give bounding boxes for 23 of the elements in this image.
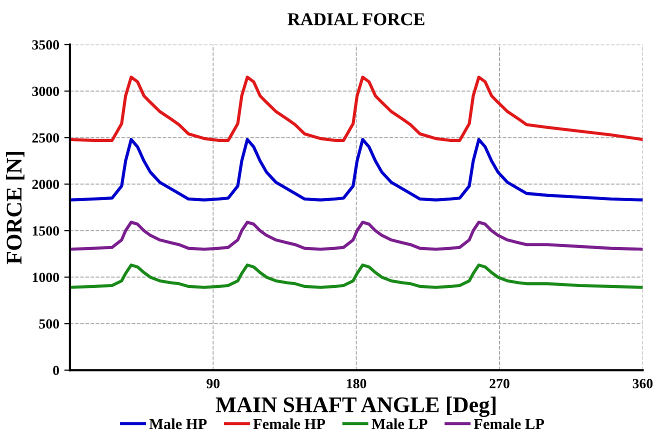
line-series [70, 264, 643, 289]
legend-label: Male HP [149, 418, 207, 430]
y-tick-label: 1500 [32, 226, 59, 236]
line-series [70, 76, 643, 142]
chart-title: RADIAL FORCE [288, 13, 424, 26]
x-tick-label: 270 [490, 378, 510, 388]
y-tick-label: 0 [53, 366, 59, 376]
y-tick-label: 2000 [32, 180, 59, 190]
y-tick-label: 1000 [32, 272, 59, 282]
line-series [70, 220, 643, 251]
legend-label: Male LP [372, 418, 428, 430]
x-tick-label: 180 [347, 378, 366, 388]
legend-label: Female HP [253, 418, 326, 430]
x-axis-title: MAIN SHAFT ANGLE [Deg] [216, 396, 496, 417]
y-tick-label: 3000 [32, 86, 59, 96]
y-tick-label: 500 [39, 319, 59, 329]
x-tick-label: 360 [632, 378, 653, 388]
x-tick-label: 90 [206, 378, 220, 388]
line-series [70, 138, 643, 202]
y-tick-label: 3500 [32, 40, 59, 50]
y-axis-title: FORCE [N] [6, 152, 24, 264]
y-tick-label: 2500 [32, 133, 59, 143]
legend-label: Female LP [474, 418, 544, 430]
